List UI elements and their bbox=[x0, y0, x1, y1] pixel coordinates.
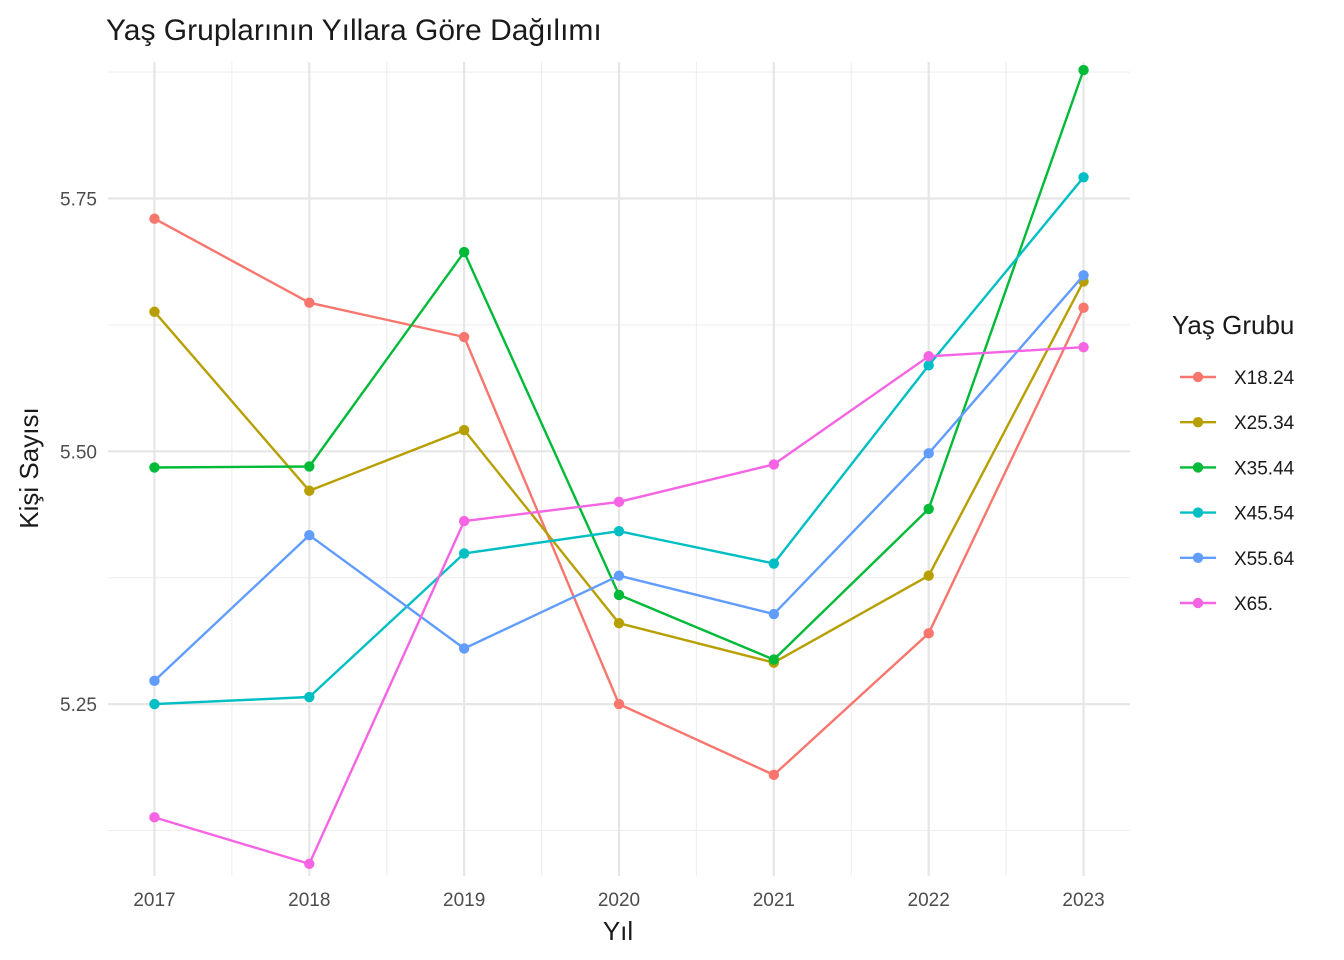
data-point-x35-44 bbox=[923, 503, 934, 515]
data-point-x25-34 bbox=[923, 570, 934, 581]
x-axis-ticks: 2017 2018 2019 2020 2021 2022 2023 bbox=[133, 890, 1104, 911]
y-tick-label: 5.75 bbox=[60, 190, 97, 211]
legend-key-point bbox=[1192, 507, 1204, 518]
data-point-x25-34 bbox=[149, 306, 160, 317]
data-point-x35-44 bbox=[458, 246, 470, 258]
data-point-x45-54 bbox=[1078, 172, 1089, 183]
data-point-x65 bbox=[923, 351, 934, 362]
data-point-x65 bbox=[768, 459, 780, 470]
y-tick-label: 5.50 bbox=[60, 442, 97, 463]
legend-key-point bbox=[1192, 371, 1204, 383]
y-tick-label: 5.25 bbox=[60, 695, 97, 716]
x-tick-label: 2018 bbox=[288, 890, 330, 911]
data-point-x55-64 bbox=[768, 608, 780, 620]
data-point-x45-54 bbox=[149, 698, 160, 710]
legend-label: X55.64 bbox=[1234, 549, 1295, 570]
data-point-x45-54 bbox=[458, 548, 470, 559]
legend: Yaş Grubu X18.24 X25.34 X35.44 X45.54 X55.64… bbox=[1172, 310, 1295, 615]
legend-item-x65: X65. bbox=[1180, 594, 1273, 615]
data-point-x55-64 bbox=[149, 675, 160, 687]
x-tick-label: 2023 bbox=[1062, 890, 1104, 911]
x-tick-label: 2020 bbox=[598, 890, 640, 911]
data-point-x35-44 bbox=[149, 462, 160, 473]
x-tick-label: 2021 bbox=[753, 890, 795, 911]
x-tick-label: 2022 bbox=[908, 890, 950, 911]
data-point-x55-64 bbox=[304, 530, 315, 541]
legend-key-point bbox=[1192, 462, 1204, 473]
data-point-x35-44 bbox=[768, 654, 780, 665]
data-point-x18-24 bbox=[768, 769, 780, 781]
data-point-x35-44 bbox=[613, 589, 625, 601]
data-point-x65 bbox=[458, 515, 470, 527]
data-point-x18-24 bbox=[304, 297, 315, 308]
data-point-x35-44 bbox=[304, 461, 315, 472]
chart-title: Yaş Gruplarının Yıllara Göre Dağılımı bbox=[106, 14, 602, 47]
series-x65 bbox=[149, 341, 1089, 870]
data-point-x18-24 bbox=[458, 331, 470, 343]
legend-item-x18-24: X18.24 bbox=[1180, 368, 1295, 389]
x-tick-label: 2017 bbox=[133, 890, 175, 911]
data-point-x18-24 bbox=[149, 213, 160, 224]
x-tick-label: 2019 bbox=[443, 890, 485, 911]
data-point-x45-54 bbox=[923, 360, 934, 371]
data-point-x65 bbox=[613, 496, 625, 508]
data-point-x25-34 bbox=[304, 485, 315, 496]
data-point-x55-64 bbox=[923, 448, 934, 459]
data-point-x65 bbox=[304, 858, 315, 870]
x-axis-title: Yıl bbox=[603, 916, 633, 946]
data-point-x45-54 bbox=[304, 691, 315, 703]
data-point-x45-54 bbox=[768, 558, 780, 569]
y-axis-ticks: 5.25 5.50 5.75 bbox=[60, 190, 97, 717]
data-point-x25-34 bbox=[613, 618, 625, 629]
legend-items: X18.24 X25.34 X35.44 X45.54 X55.64 X65. bbox=[1180, 368, 1295, 615]
data-point-x18-24 bbox=[923, 628, 934, 639]
grid bbox=[108, 62, 1130, 876]
y-axis-title: Kişi Sayısı bbox=[14, 407, 44, 528]
legend-item-x45-54: X45.54 bbox=[1180, 504, 1295, 525]
legend-item-x35-44: X35.44 bbox=[1180, 458, 1295, 479]
data-point-x18-24 bbox=[1078, 302, 1089, 313]
legend-key-point bbox=[1192, 597, 1204, 609]
series-x45-54 bbox=[149, 172, 1089, 710]
data-point-x55-64 bbox=[613, 570, 625, 581]
data-point-x55-64 bbox=[458, 643, 470, 654]
series-x18-24 bbox=[149, 213, 1089, 781]
legend-label: X18.24 bbox=[1234, 368, 1295, 389]
data-point-x35-44 bbox=[1078, 64, 1089, 76]
legend-title: Yaş Grubu bbox=[1172, 310, 1294, 340]
series-x35-44 bbox=[149, 64, 1089, 665]
legend-key-point bbox=[1192, 552, 1204, 563]
series-x55-64 bbox=[149, 270, 1089, 687]
legend-item-x55-64: X55.64 bbox=[1180, 549, 1295, 570]
data-point-x25-34 bbox=[458, 424, 470, 436]
data-point-x65 bbox=[149, 812, 160, 823]
legend-label: X25.34 bbox=[1234, 413, 1295, 434]
data-point-x45-54 bbox=[613, 525, 625, 537]
legend-label: X35.44 bbox=[1234, 458, 1295, 479]
series-lines bbox=[149, 64, 1089, 870]
data-point-x18-24 bbox=[613, 698, 625, 710]
legend-key-point bbox=[1192, 417, 1204, 428]
legend-label: X65. bbox=[1234, 594, 1273, 615]
data-point-x65 bbox=[1078, 341, 1089, 353]
legend-label: X45.54 bbox=[1234, 504, 1295, 525]
data-point-x55-64 bbox=[1078, 270, 1089, 281]
legend-item-x25-34: X25.34 bbox=[1180, 413, 1295, 434]
